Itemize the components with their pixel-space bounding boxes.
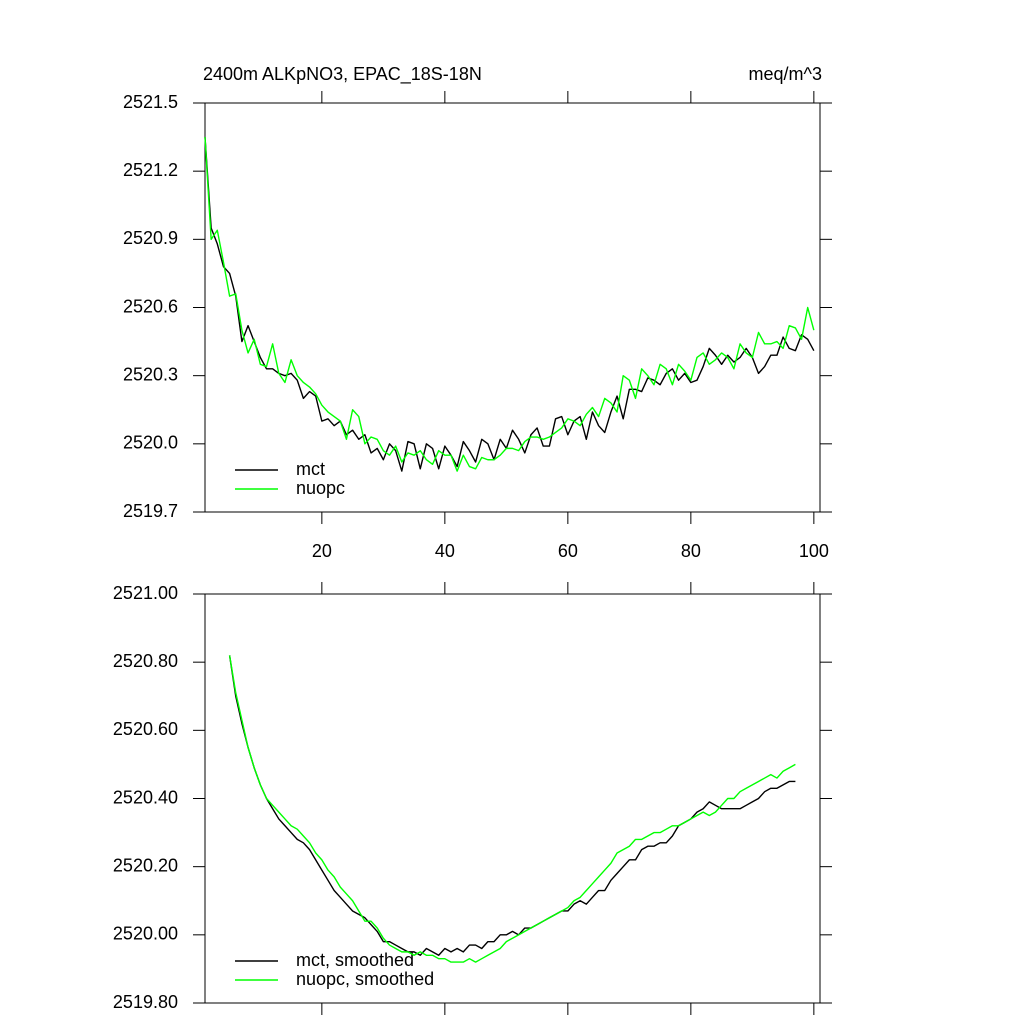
y-tick-label: 2520.60	[113, 719, 178, 739]
chart-title: 2400m ALKpNO3, EPAC_18S-18N	[203, 64, 482, 85]
y-tick-label: 2520.40	[113, 787, 178, 807]
y-tick-label: 2520.9	[123, 228, 178, 248]
y-tick-label: 2520.00	[113, 924, 178, 944]
legend-label: mct, smoothed	[296, 950, 414, 970]
data-line	[228, 655, 796, 963]
y-tick-label: 2521.5	[123, 92, 178, 112]
data-line	[228, 655, 796, 956]
x-tick-label: 40	[435, 541, 455, 561]
x-tick-label: 20	[312, 541, 332, 561]
y-tick-label: 2521.00	[113, 583, 178, 603]
legend-label: nuopc	[296, 478, 345, 498]
y-tick-label: 2520.6	[123, 296, 178, 316]
y-tick-label: 2520.20	[113, 855, 178, 875]
x-tick-label: 80	[681, 541, 701, 561]
y-tick-label: 2520.0	[123, 433, 178, 453]
y-tick-label: 2519.80	[113, 992, 178, 1012]
data-line	[204, 137, 815, 472]
y-tick-label: 2520.3	[123, 364, 178, 384]
y-tick-label: 2520.80	[113, 651, 178, 671]
legend-label: nuopc, smoothed	[296, 969, 434, 989]
plot-frame	[204, 102, 821, 513]
y-tick-label: 2519.7	[123, 501, 178, 521]
plot-frame	[204, 593, 821, 1004]
x-tick-label: 60	[558, 541, 578, 561]
legend-label: mct	[296, 459, 325, 479]
data-line	[204, 137, 815, 472]
y-tick-label: 2521.2	[123, 160, 178, 180]
units-label: meq/m^3	[749, 64, 822, 84]
x-tick-label: 100	[799, 541, 829, 561]
